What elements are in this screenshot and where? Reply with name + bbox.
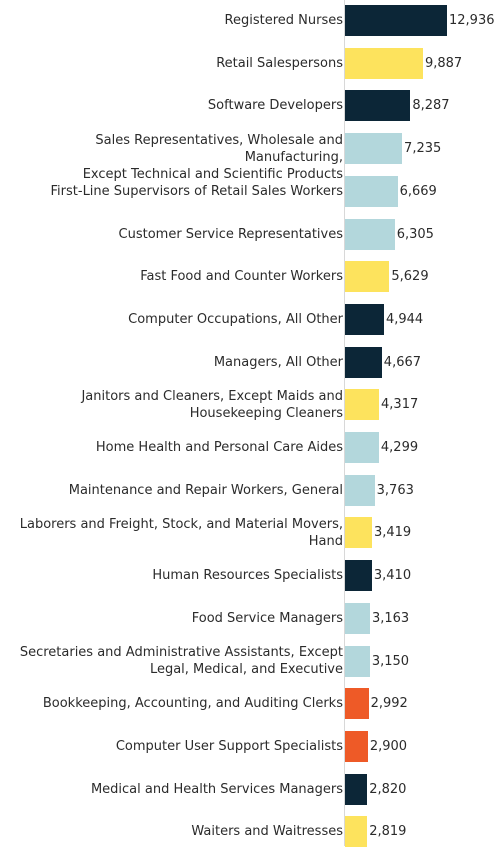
category-label: Human Resources Specialists bbox=[152, 568, 343, 584]
category-label: Waiters and Waitresses bbox=[191, 824, 343, 840]
bar bbox=[345, 346, 382, 378]
category-label: Sales Representatives, Wholesale and Man… bbox=[82, 132, 343, 182]
value-label: 4,317 bbox=[381, 397, 419, 413]
bar bbox=[345, 175, 398, 207]
bar bbox=[345, 389, 380, 421]
bar bbox=[345, 303, 384, 335]
value-label: 5,629 bbox=[391, 269, 429, 285]
category-label: Bookkeeping, Accounting, and Auditing Cl… bbox=[42, 696, 343, 712]
category-label: Customer Service Representatives bbox=[118, 226, 343, 242]
bar bbox=[345, 602, 370, 634]
category-label: Computer Occupations, All Other bbox=[128, 311, 343, 327]
bar bbox=[345, 730, 368, 762]
bar bbox=[345, 645, 370, 677]
value-label: 9,887 bbox=[424, 55, 463, 71]
category-label: First-Line Supervisors of Retail Sales W… bbox=[50, 183, 343, 199]
value-label: 3,763 bbox=[376, 482, 414, 498]
value-label: 6,669 bbox=[399, 183, 437, 199]
category-label: Retail Salespersons bbox=[216, 55, 343, 71]
value-label: 3,419 bbox=[373, 525, 412, 541]
value-label: 2,820 bbox=[369, 781, 407, 797]
bar bbox=[345, 133, 403, 165]
value-label: 4,944 bbox=[385, 311, 424, 327]
bar bbox=[345, 517, 372, 549]
value-label: 2,900 bbox=[369, 738, 408, 754]
value-label: 6,305 bbox=[396, 226, 434, 242]
category-label: Computer User Support Specialists bbox=[115, 738, 343, 754]
value-label: 12,936 bbox=[449, 13, 495, 28]
bar bbox=[345, 816, 368, 847]
value-label: 3,410 bbox=[373, 568, 412, 584]
value-label: 2,819 bbox=[369, 824, 407, 840]
value-label: 4,667 bbox=[383, 354, 422, 370]
bar bbox=[345, 218, 395, 250]
category-label: Food Service Managers bbox=[191, 610, 343, 626]
category-label: Janitors and Cleaners, Except Maids and … bbox=[81, 388, 343, 421]
bar bbox=[345, 688, 369, 720]
category-axis-line bbox=[344, 0, 345, 846]
category-label: Laborers and Freight, Stock, and Materia… bbox=[19, 516, 343, 549]
category-label: Secretaries and Administrative Assistant… bbox=[19, 645, 343, 677]
bar bbox=[345, 261, 390, 293]
bar bbox=[345, 773, 368, 805]
bar bbox=[345, 474, 375, 506]
bar bbox=[345, 47, 423, 79]
category-label: Registered Nurses bbox=[224, 13, 343, 28]
value-label: 3,150 bbox=[371, 653, 410, 669]
value-label: 7,235 bbox=[404, 141, 442, 157]
bar bbox=[345, 432, 379, 463]
category-label: Fast Food and Counter Workers bbox=[140, 269, 343, 285]
category-label: Maintenance and Repair Workers, General bbox=[68, 482, 343, 498]
category-label: Home Health and Personal Care Aides bbox=[95, 440, 343, 455]
value-label: 8,287 bbox=[412, 98, 450, 114]
bar bbox=[345, 90, 411, 122]
value-label: 3,163 bbox=[371, 610, 410, 626]
value-label: 4,299 bbox=[380, 440, 419, 455]
bar bbox=[345, 560, 372, 592]
value-label: 2,992 bbox=[370, 696, 408, 712]
bar bbox=[345, 5, 447, 36]
category-label: Medical and Health Services Managers bbox=[90, 781, 343, 797]
category-label: Managers, All Other bbox=[213, 354, 343, 370]
category-label: Software Developers bbox=[207, 98, 343, 114]
